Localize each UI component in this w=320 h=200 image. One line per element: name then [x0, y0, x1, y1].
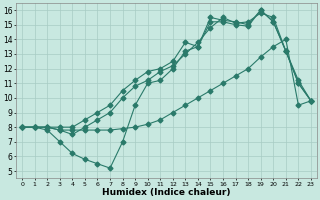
- X-axis label: Humidex (Indice chaleur): Humidex (Indice chaleur): [102, 188, 231, 197]
